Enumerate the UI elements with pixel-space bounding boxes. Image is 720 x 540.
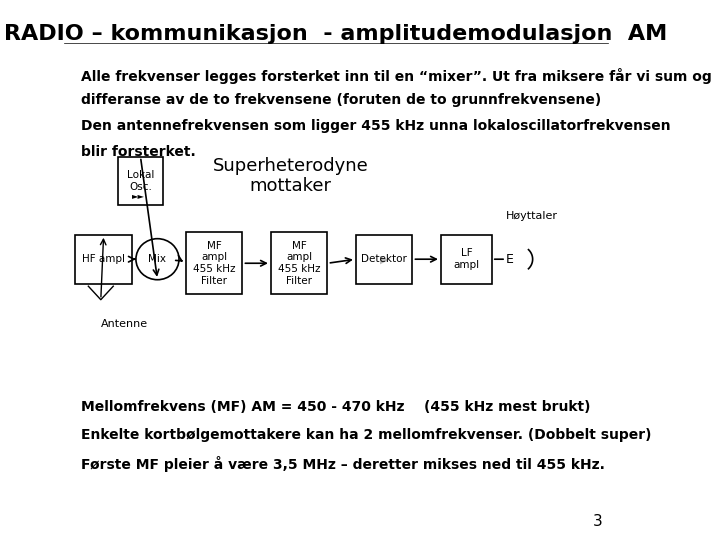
Text: Mellomfrekvens (MF) AM = 450 - 470 kHz    (455 kHz mest brukt): Mellomfrekvens (MF) AM = 450 - 470 kHz (… bbox=[81, 400, 590, 414]
Text: Første MF pleier å være 3,5 MHz – deretter mikses ned til 455 kHz.: Første MF pleier å være 3,5 MHz – derett… bbox=[81, 456, 605, 472]
FancyBboxPatch shape bbox=[271, 232, 328, 294]
Text: ▶: ▶ bbox=[380, 254, 388, 264]
Text: HF ampl: HF ampl bbox=[82, 254, 125, 264]
FancyBboxPatch shape bbox=[441, 235, 492, 284]
FancyBboxPatch shape bbox=[118, 157, 163, 205]
Text: RADIO – kommunikasjon  - amplitudemodulasjon  AM: RADIO – kommunikasjon - amplitudemodulas… bbox=[4, 24, 667, 44]
Text: Antenne: Antenne bbox=[101, 319, 148, 329]
FancyBboxPatch shape bbox=[186, 232, 243, 294]
Text: blir forsterket.: blir forsterket. bbox=[81, 145, 196, 159]
Text: 3: 3 bbox=[593, 514, 603, 529]
Text: Lokal
Osc.: Lokal Osc. bbox=[127, 170, 154, 192]
Text: LF
ampl: LF ampl bbox=[454, 248, 480, 270]
Text: MF
ampl
455 kHz
Filter: MF ampl 455 kHz Filter bbox=[278, 241, 320, 286]
FancyBboxPatch shape bbox=[356, 235, 413, 284]
Text: Detektor: Detektor bbox=[361, 254, 407, 264]
Text: Mix: Mix bbox=[148, 254, 166, 264]
Circle shape bbox=[136, 239, 179, 280]
Text: Høyttaler: Høyttaler bbox=[506, 211, 558, 221]
Text: Superheterodyne
mottaker: Superheterodyne mottaker bbox=[213, 157, 369, 195]
Text: E: E bbox=[506, 253, 514, 266]
Text: Den antennefrekvensen som ligger 455 kHz unna lokaloscillatorfrekvensen: Den antennefrekvensen som ligger 455 kHz… bbox=[81, 119, 670, 133]
Text: ►►: ►► bbox=[132, 191, 145, 200]
Text: MF
ampl
455 kHz
Filter: MF ampl 455 kHz Filter bbox=[193, 241, 235, 286]
FancyBboxPatch shape bbox=[76, 235, 132, 284]
Text: differanse av de to frekvensene (foruten de to grunnfrekvensene): differanse av de to frekvensene (foruten… bbox=[81, 93, 601, 107]
Text: Alle frekvenser legges forsterket inn til en “mixer”. Ut fra miksere får vi sum : Alle frekvenser legges forsterket inn ti… bbox=[81, 68, 711, 84]
Text: Enkelte kortbølgemottakere kan ha 2 mellomfrekvenser. (Dobbelt super): Enkelte kortbølgemottakere kan ha 2 mell… bbox=[81, 428, 652, 442]
